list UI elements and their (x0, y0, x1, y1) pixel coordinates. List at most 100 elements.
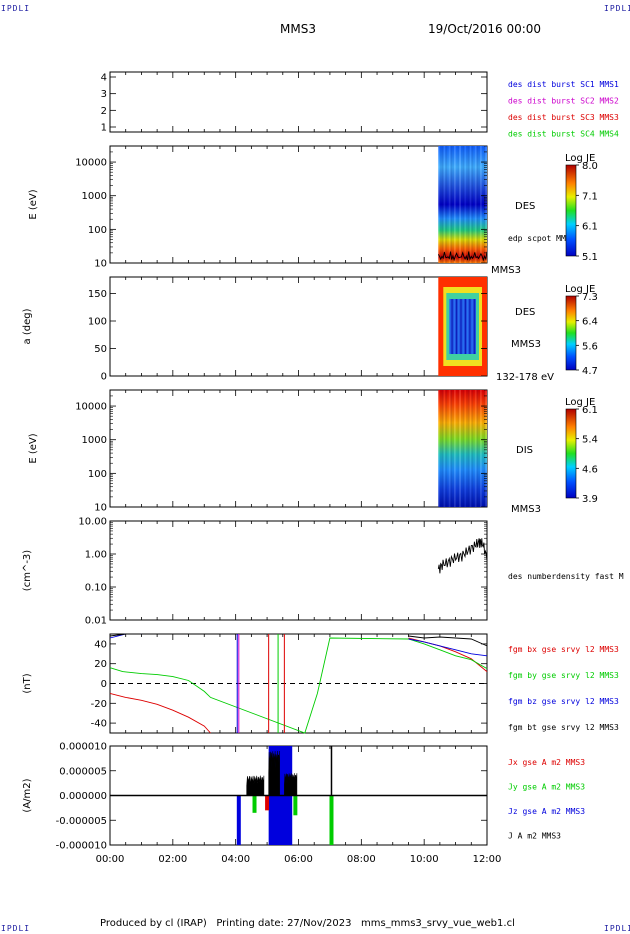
dis-energy-spectrogram-stripe (453, 390, 456, 507)
time-tick-label: 06:00 (284, 854, 313, 865)
time-tick-label: 08:00 (347, 854, 376, 865)
colorbar-title: Log JE (565, 397, 595, 408)
y-tick-label: -20 (91, 699, 107, 710)
y-tick-label: 100 (88, 225, 107, 236)
y-tick-label: 10 (94, 259, 107, 270)
des-pitch-stripe (449, 299, 451, 354)
y-tick-label: -40 (91, 719, 107, 730)
date-title: 19/Oct/2016 00:00 (428, 22, 542, 36)
y-axis-label: (cm^-3) (22, 550, 33, 591)
des-pitch-stripe (460, 299, 462, 354)
series-label: Jx gse A m2 MMS3 (508, 758, 585, 767)
dis-energy-spectrogram-stripe (474, 390, 477, 507)
y-tick-label: -0.000010 (56, 841, 107, 852)
dis-energy-spectrogram-stripe (457, 390, 460, 507)
panel-frame (109, 71, 488, 133)
series-label: J A m2 MMS3 (508, 832, 561, 841)
dis-energy-spectrogram-stripe (466, 390, 468, 507)
y-tick-label: 1000 (82, 435, 107, 446)
des-energy-spectrogram (438, 146, 487, 263)
colorbar-tick-label: 7.1 (582, 191, 598, 202)
colorbar-tick-label: 8.0 (582, 161, 598, 172)
des-energy-spectrogram-stripe (471, 146, 474, 263)
colorbar-title: Log JE (565, 284, 595, 295)
des-energy-colorbar (565, 164, 577, 257)
series-label: Jz gse A m2 MMS3 (508, 807, 585, 816)
colorbar-tick-label: 6.1 (582, 222, 598, 233)
dis-energy-spectrogram (438, 390, 487, 507)
des-energy-spectrogram-stripe (476, 146, 479, 263)
des-energy-spectrogram-stripe (480, 146, 482, 263)
series-label: fgm bz gse srvy l2 MMS3 (508, 697, 619, 706)
des-energy-spectrogram-stripe (478, 146, 481, 263)
b-series-line (109, 637, 488, 734)
legend-entry: des dist burst SC4 MMS4 (508, 130, 619, 139)
colorbar-tick-label: 6.4 (582, 317, 598, 328)
des-energy-spectrogram-stripe (469, 146, 472, 263)
des-energy-spectrogram-stripe (473, 146, 475, 263)
dis-energy-spectrogram-stripe (460, 390, 463, 507)
spacecraft-title: MMS3 (280, 22, 316, 36)
y-tick-label: 2 (101, 106, 107, 117)
density-series-line (437, 538, 488, 574)
panel-below-label: 132-178 eV (496, 372, 554, 383)
legend-entry: des dist burst SC2 MMS2 (508, 97, 619, 106)
corner-label-top-right: IPDLI (604, 4, 630, 13)
des-energy-spectrogram-stripe (462, 146, 465, 263)
des-energy-spectrogram-stripe (441, 146, 444, 263)
y-tick-label: 100 (88, 469, 107, 480)
y-tick-label: 3 (101, 89, 107, 100)
colorbar-title: Log JE (565, 153, 595, 164)
dis-energy-spectrogram-stripe (446, 390, 449, 507)
series-label: fgm by gse srvy l2 MMS3 (508, 671, 619, 680)
panel-frame (109, 389, 488, 508)
des-energy-spectrogram-stripe (446, 146, 449, 263)
dis-energy-spectrogram-stripe (448, 390, 451, 507)
dis-energy-spectrogram-stripe (443, 390, 446, 507)
panel-frame (109, 520, 488, 621)
colorbar-tick-label: 5.4 (582, 435, 598, 446)
des-pitch-stripe (467, 299, 469, 354)
corner-label-top-left: IPDLI (1, 4, 31, 13)
overlay-label: edp scpot MMS3 (508, 234, 576, 243)
y-tick-label: 50 (94, 344, 107, 355)
corner-label-bottom-right: IPDLI (604, 924, 630, 933)
dis-energy-spectrogram-stripe (469, 390, 472, 507)
y-tick-label: 1000 (82, 191, 107, 202)
series-label: des numberdensity fast M (508, 572, 624, 581)
y-tick-label: 1.00 (85, 550, 107, 561)
des-energy-spectrogram-stripe (452, 146, 454, 263)
des-pitch-stripe (473, 299, 475, 354)
corner-label-bottom-left: IPDLI (1, 924, 31, 933)
y-tick-label: 20 (94, 659, 107, 670)
y-tick-label: 10000 (75, 158, 107, 169)
y-tick-label: 10.00 (78, 517, 107, 528)
des-energy-spectrogram-stripe (438, 146, 441, 263)
dis-energy-spectrogram-stripe (480, 390, 482, 507)
panel-sublabel: MMS3 (511, 504, 541, 515)
des-energy-spectrogram-stripe (453, 146, 456, 263)
y-tick-label: -0.000005 (56, 816, 107, 827)
legend-entry: des dist burst SC1 MMS1 (508, 80, 619, 89)
panel-sublabel: MMS3 (491, 265, 521, 276)
des-pitch-stripe (455, 299, 458, 354)
des-energy-spectrogram-stripe (464, 146, 467, 263)
y-tick-label: 0 (101, 372, 107, 383)
panel-label: DIS (516, 445, 533, 456)
des-pitch-stripe (462, 299, 464, 354)
y-axis-label: (A/m2) (22, 778, 33, 812)
des-energy-spectrogram-stripe (474, 146, 477, 263)
colorbar-tick-label: 6.1 (582, 405, 598, 416)
footer-text: Produced by cl (IRAP) Printing date: 27/… (100, 918, 515, 929)
scpot-line (437, 251, 488, 262)
des-pitch-stripe (464, 299, 466, 354)
colorbar-tick-label: 7.3 (582, 292, 598, 303)
des-energy-spectrogram-stripe (445, 146, 447, 263)
j-total-burst (268, 750, 280, 796)
time-tick-label: 00:00 (96, 854, 125, 865)
dis-energy-spectrogram-stripe (485, 390, 487, 507)
panel-frame (109, 145, 488, 264)
dis-energy-spectrogram-stripe (438, 390, 441, 507)
y-tick-label: 150 (88, 289, 107, 300)
